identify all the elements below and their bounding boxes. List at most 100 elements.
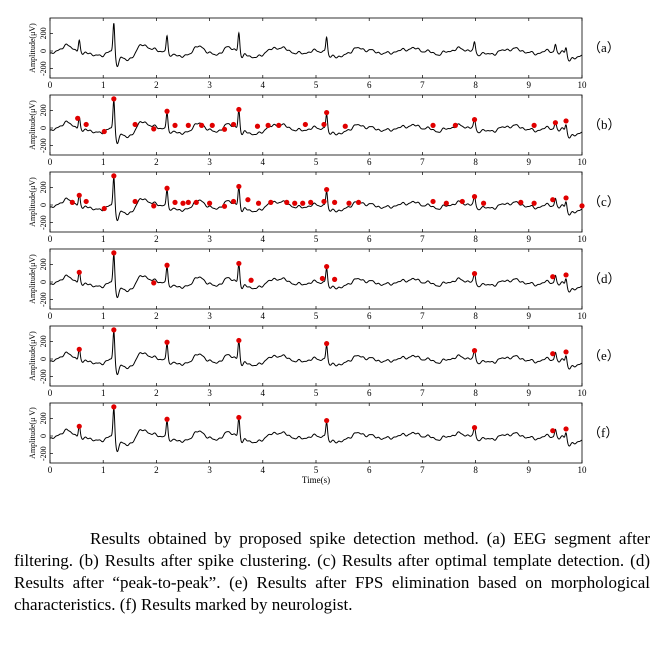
spike-marker (342, 123, 348, 129)
x-tick-label: 7 (420, 80, 425, 90)
spike-marker (75, 115, 81, 121)
spike-marker (132, 121, 138, 128)
spike-marker (300, 200, 306, 206)
spike-marker (563, 349, 569, 355)
eeg-trace (49, 331, 583, 376)
x-tick-label: 4 (261, 311, 266, 321)
x-tick-label: 3 (207, 80, 212, 90)
x-tick-label: 2 (154, 234, 159, 244)
x-tick-label: 1 (101, 388, 106, 398)
spike-marker (518, 199, 524, 205)
spike-marker (550, 197, 556, 203)
spike-marker (193, 199, 199, 205)
spike-marker (430, 122, 436, 128)
spike-marker (69, 199, 75, 205)
spike-marker (324, 417, 330, 424)
spike-marker (443, 200, 449, 206)
x-tick-label: 1 (101, 234, 106, 244)
x-tick-label: 7 (420, 311, 425, 321)
x-tick-label: 6 (367, 311, 372, 321)
y-tick-label: -200 (39, 61, 48, 76)
x-tick-label: 4 (261, 157, 266, 167)
x-tick-label: 3 (207, 234, 212, 244)
spike-marker (550, 351, 556, 357)
spike-marker (531, 200, 537, 206)
spike-marker (531, 122, 537, 128)
spike-marker (579, 203, 585, 209)
panel-frame (49, 94, 583, 156)
spike-marker (151, 280, 157, 286)
x-tick-label: 10 (578, 80, 588, 90)
spike-marker (236, 260, 242, 267)
y-axis-label: Amplitude(μV) (28, 23, 37, 73)
y-tick-label: -200 (39, 215, 48, 230)
spike-marker (236, 106, 242, 113)
x-tick-label: 8 (473, 157, 478, 167)
x-tick-label: 7 (420, 388, 425, 398)
spike-marker (111, 250, 117, 256)
spike-marker (83, 198, 89, 205)
y-tick-label: 0 (39, 126, 48, 130)
x-tick-label: 2 (154, 388, 159, 398)
spike-marker (111, 404, 117, 410)
x-tick-label: 1 (101, 80, 106, 90)
x-tick-label: 3 (207, 311, 212, 321)
spike-marker (550, 274, 556, 280)
x-tick-label: 10 (578, 388, 588, 398)
x-tick-label: 10 (578, 234, 588, 244)
spike-marker (452, 122, 458, 128)
panel-frame (49, 248, 583, 310)
spike-marker (324, 186, 330, 193)
x-tick-label: 9 (527, 234, 532, 244)
x-tick-label: 3 (207, 388, 212, 398)
spike-marker (430, 198, 436, 205)
x-tick-label: 5 (314, 311, 319, 321)
x-axis-label: Time(s) (302, 475, 330, 485)
x-tick-label: 0 (48, 311, 53, 321)
spike-marker (471, 348, 478, 354)
spike-marker (552, 120, 559, 126)
x-tick-label: 2 (154, 465, 159, 475)
x-tick-label: 8 (473, 465, 478, 475)
spike-marker (332, 199, 338, 205)
spike-marker (164, 416, 170, 422)
spike-marker (101, 128, 107, 135)
spike-marker (236, 337, 242, 344)
y-tick-label: 200 (39, 104, 48, 116)
spike-marker (164, 262, 170, 268)
figure-caption: Results obtained by proposed spike detec… (14, 529, 650, 614)
spike-marker (332, 276, 338, 282)
x-tick-label: 7 (420, 234, 425, 244)
x-tick-label: 5 (314, 157, 319, 167)
spike-marker (111, 327, 117, 333)
spike-marker (164, 108, 170, 114)
x-tick-label: 0 (48, 234, 53, 244)
x-tick-label: 9 (527, 311, 532, 321)
spike-marker (308, 199, 314, 205)
y-tick-label: 0 (39, 49, 48, 53)
spike-marker (346, 200, 352, 206)
x-tick-label: 4 (261, 388, 266, 398)
y-tick-label: -200 (39, 292, 48, 307)
x-tick-label: 10 (578, 157, 588, 167)
x-tick-label: 0 (48, 388, 53, 398)
spike-marker (209, 122, 215, 128)
x-tick-label: 4 (261, 234, 266, 244)
spike-marker (321, 198, 327, 205)
x-tick-label: 8 (473, 80, 478, 90)
spike-marker (151, 126, 157, 132)
x-tick-label: 7 (420, 157, 425, 167)
x-tick-label: 10 (578, 311, 588, 321)
y-tick-label: 0 (39, 203, 48, 207)
spike-marker (268, 199, 274, 205)
spike-marker (101, 205, 107, 212)
x-tick-label: 6 (367, 234, 372, 244)
spike-marker (276, 122, 282, 128)
spike-marker (76, 269, 82, 275)
x-tick-label: 8 (473, 234, 478, 244)
x-tick-label: 4 (261, 80, 266, 90)
